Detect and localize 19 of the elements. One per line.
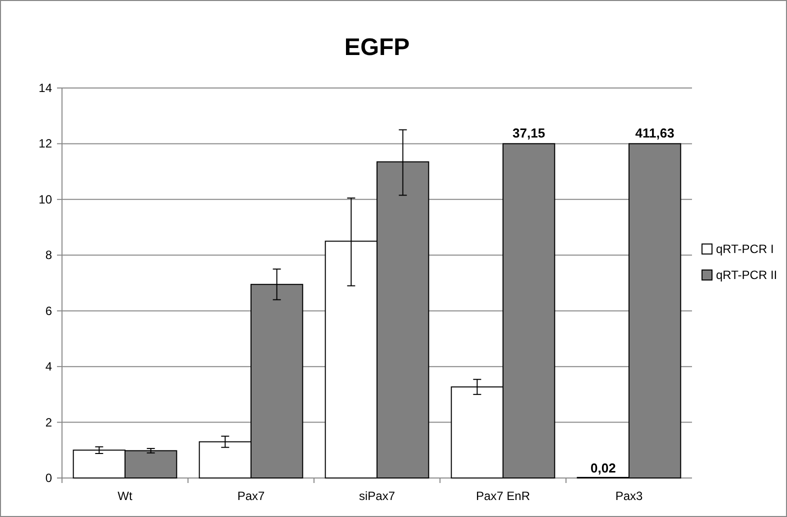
y-tick-label: 4 bbox=[45, 360, 52, 374]
data-label: 0,02 bbox=[590, 460, 616, 476]
chart-title: EGFP bbox=[344, 34, 410, 61]
annotation: 37,15 bbox=[512, 126, 546, 141]
x-tick-label: Wt bbox=[118, 489, 133, 503]
x-tick-label: Pax7 EnR bbox=[476, 489, 530, 503]
y-tick-label: 2 bbox=[45, 415, 52, 430]
legend-label: qRT-PCR II bbox=[716, 268, 778, 282]
legend-label: qRT-PCR I bbox=[716, 242, 774, 256]
x-tick-label: Pax3 bbox=[615, 489, 643, 503]
y-tick-label: 6 bbox=[45, 304, 52, 318]
y-tick-label: 10 bbox=[38, 192, 52, 206]
x-tick-label: Pax7 bbox=[237, 489, 265, 503]
y-tick-label: 8 bbox=[45, 248, 52, 262]
y-tick-label: 14 bbox=[38, 81, 52, 95]
y-tick-label: 0 bbox=[45, 471, 52, 485]
x-tick-label: siPax7 bbox=[358, 489, 396, 503]
y-tick-label: 12 bbox=[38, 136, 52, 151]
annotation: 411,63 bbox=[635, 126, 674, 141]
